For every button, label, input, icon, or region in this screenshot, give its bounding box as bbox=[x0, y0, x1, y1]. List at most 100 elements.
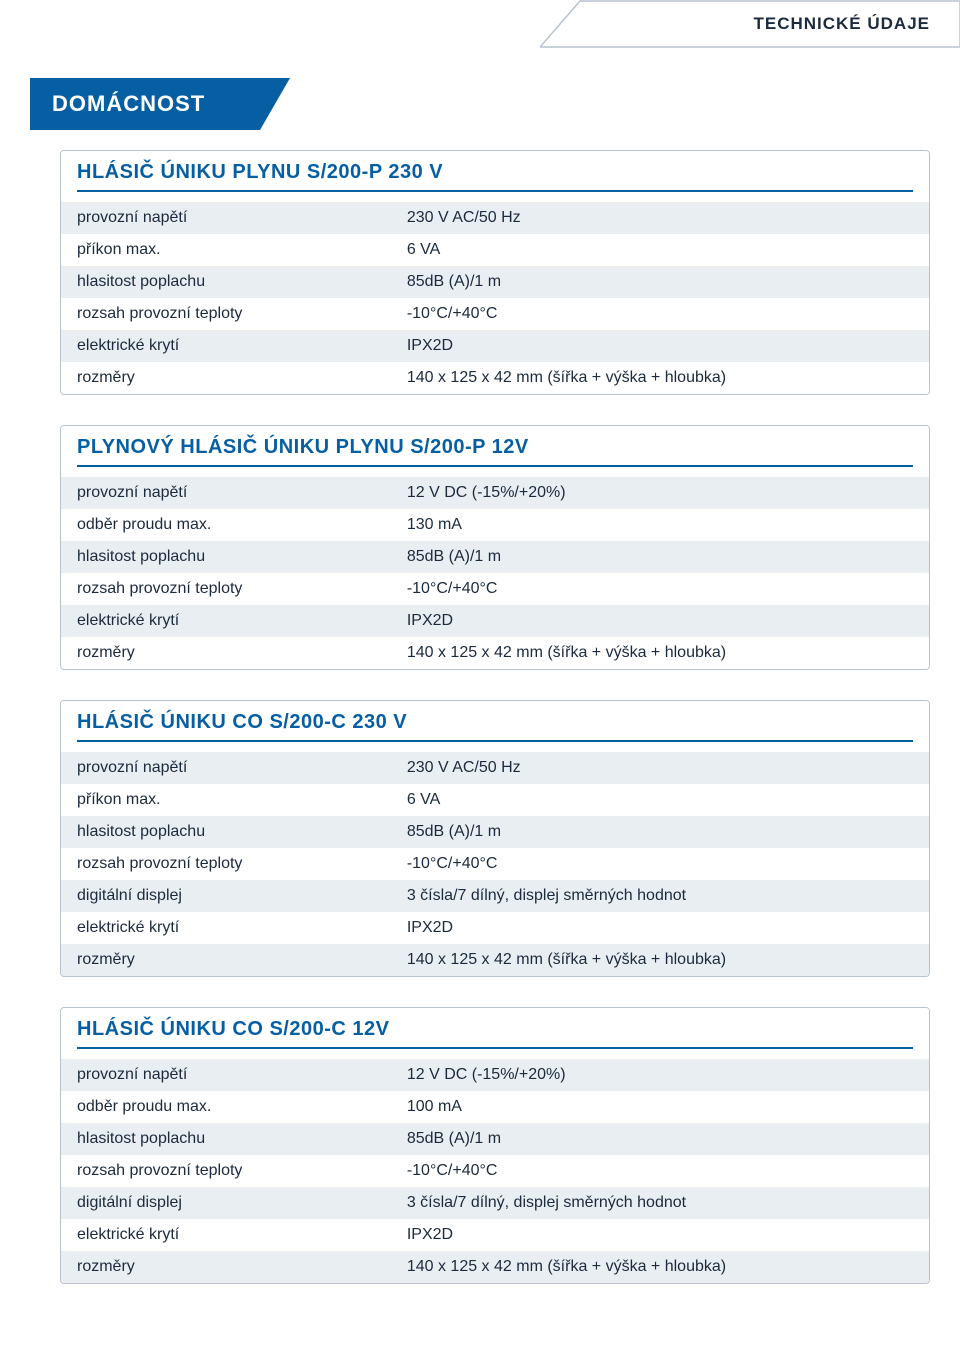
spec-row-label: provozní napětí bbox=[61, 202, 391, 234]
spec-row-label: digitální displej bbox=[61, 880, 391, 912]
spec-table: provozní napětí230 V AC/50 Hzpříkon max.… bbox=[61, 202, 929, 394]
table-row: rozsah provozní teploty-10°C/+40°C bbox=[61, 848, 929, 880]
spec-row-value: IPX2D bbox=[391, 330, 929, 362]
table-row: hlasitost poplachu85dB (A)/1 m bbox=[61, 541, 929, 573]
table-row: elektrické krytíIPX2D bbox=[61, 605, 929, 637]
table-row: příkon max.6 VA bbox=[61, 234, 929, 266]
table-row: digitální displej3 čísla/7 dílný, disple… bbox=[61, 1187, 929, 1219]
table-row: rozměry140 x 125 x 42 mm (šířka + výška … bbox=[61, 637, 929, 669]
spec-row-value: 85dB (A)/1 m bbox=[391, 816, 929, 848]
spec-row-label: příkon max. bbox=[61, 784, 391, 816]
spec-row-label: rozsah provozní teploty bbox=[61, 848, 391, 880]
table-row: hlasitost poplachu85dB (A)/1 m bbox=[61, 1123, 929, 1155]
table-row: rozsah provozní teploty-10°C/+40°C bbox=[61, 573, 929, 605]
spec-row-value: 12 V DC (-15%/+20%) bbox=[391, 1059, 929, 1091]
spec-row-value: -10°C/+40°C bbox=[391, 848, 929, 880]
spec-block-header-rule bbox=[77, 1047, 913, 1049]
spec-table: provozní napětí230 V AC/50 Hzpříkon max.… bbox=[61, 752, 929, 976]
spec-row-value: 140 x 125 x 42 mm (šířka + výška + hloub… bbox=[391, 1251, 929, 1283]
table-row: provozní napětí12 V DC (-15%/+20%) bbox=[61, 477, 929, 509]
spec-row-value: -10°C/+40°C bbox=[391, 1155, 929, 1187]
spec-block-title: HLÁSIČ ÚNIKU CO S/200-C 12V bbox=[77, 1018, 913, 1041]
spec-row-label: rozměry bbox=[61, 944, 391, 976]
table-row: rozměry140 x 125 x 42 mm (šířka + výška … bbox=[61, 944, 929, 976]
spec-row-label: odběr proudu max. bbox=[61, 1091, 391, 1123]
spec-block: HLÁSIČ ÚNIKU CO S/200-C 12V provozní napě… bbox=[60, 1007, 930, 1284]
spec-row-label: odběr proudu max. bbox=[61, 509, 391, 541]
spec-row-value: 85dB (A)/1 m bbox=[391, 266, 929, 298]
spec-block-title: HLÁSIČ ÚNIKU PLYNU S/200-P 230 V bbox=[77, 161, 913, 184]
spec-row-value: 140 x 125 x 42 mm (šířka + výška + hloub… bbox=[391, 362, 929, 394]
spec-row-label: rozsah provozní teploty bbox=[61, 573, 391, 605]
spec-row-label: hlasitost poplachu bbox=[61, 816, 391, 848]
spec-row-label: digitální displej bbox=[61, 1187, 391, 1219]
table-row: elektrické krytíIPX2D bbox=[61, 1219, 929, 1251]
table-row: provozní napětí230 V AC/50 Hz bbox=[61, 202, 929, 234]
spec-block-title: HLÁSIČ ÚNIKU CO S/200-C 230 V bbox=[77, 711, 913, 734]
spec-block-header: PLYNOVÝ HLÁSIČ ÚNIKU PLYNU S/200-P 12V bbox=[61, 426, 929, 477]
spec-row-value: IPX2D bbox=[391, 1219, 929, 1251]
table-row: hlasitost poplachu85dB (A)/1 m bbox=[61, 266, 929, 298]
spec-table: provozní napětí12 V DC (-15%/+20%)odběr … bbox=[61, 477, 929, 669]
spec-row-value: 230 V AC/50 Hz bbox=[391, 202, 929, 234]
table-row: elektrické krytíIPX2D bbox=[61, 330, 929, 362]
spec-row-value: IPX2D bbox=[391, 912, 929, 944]
spec-row-label: elektrické krytí bbox=[61, 912, 391, 944]
spec-row-value: IPX2D bbox=[391, 605, 929, 637]
spec-block-header-rule bbox=[77, 190, 913, 192]
spec-row-value: 85dB (A)/1 m bbox=[391, 541, 929, 573]
spec-row-value: 230 V AC/50 Hz bbox=[391, 752, 929, 784]
page-header-tab-label: TECHNICKÉ ÚDAJE bbox=[753, 14, 930, 34]
spec-row-label: rozměry bbox=[61, 362, 391, 394]
spec-row-label: hlasitost poplachu bbox=[61, 266, 391, 298]
spec-row-label: rozsah provozní teploty bbox=[61, 1155, 391, 1187]
spec-row-value: -10°C/+40°C bbox=[391, 298, 929, 330]
spec-block: PLYNOVÝ HLÁSIČ ÚNIKU PLYNU S/200-P 12V pr… bbox=[60, 425, 930, 670]
spec-row-label: hlasitost poplachu bbox=[61, 541, 391, 573]
table-row: provozní napětí12 V DC (-15%/+20%) bbox=[61, 1059, 929, 1091]
spec-row-value: 6 VA bbox=[391, 784, 929, 816]
spec-row-label: elektrické krytí bbox=[61, 330, 391, 362]
spec-row-value: 140 x 125 x 42 mm (šířka + výška + hloub… bbox=[391, 944, 929, 976]
spec-row-label: příkon max. bbox=[61, 234, 391, 266]
spec-row-value: 6 VA bbox=[391, 234, 929, 266]
spec-block-title: PLYNOVÝ HLÁSIČ ÚNIKU PLYNU S/200-P 12V bbox=[77, 436, 913, 459]
spec-row-value: 12 V DC (-15%/+20%) bbox=[391, 477, 929, 509]
spec-block-header-rule bbox=[77, 740, 913, 742]
table-row: odběr proudu max.130 mA bbox=[61, 509, 929, 541]
spec-row-label: rozměry bbox=[61, 1251, 391, 1283]
spec-row-value: 140 x 125 x 42 mm (šířka + výška + hloub… bbox=[391, 637, 929, 669]
page-header-tab: TECHNICKÉ ÚDAJE bbox=[540, 0, 960, 48]
spec-row-label: rozměry bbox=[61, 637, 391, 669]
spec-row-label: elektrické krytí bbox=[61, 605, 391, 637]
table-row: rozměry140 x 125 x 42 mm (šířka + výška … bbox=[61, 1251, 929, 1283]
table-row: rozměry140 x 125 x 42 mm (šířka + výška … bbox=[61, 362, 929, 394]
spec-row-label: provozní napětí bbox=[61, 477, 391, 509]
spec-block-header: HLÁSIČ ÚNIKU CO S/200-C 230 V bbox=[61, 701, 929, 752]
spec-block-header: HLÁSIČ ÚNIKU PLYNU S/200-P 230 V bbox=[61, 151, 929, 202]
category-flag: DOMÁCNOST bbox=[30, 78, 290, 130]
spec-block-header: HLÁSIČ ÚNIKU CO S/200-C 12V bbox=[61, 1008, 929, 1059]
table-row: rozsah provozní teploty-10°C/+40°C bbox=[61, 1155, 929, 1187]
spec-row-value: 100 mA bbox=[391, 1091, 929, 1123]
spec-block: HLÁSIČ ÚNIKU CO S/200-C 230 V provozní na… bbox=[60, 700, 930, 977]
category-flag-label: DOMÁCNOST bbox=[52, 91, 205, 117]
spec-row-label: provozní napětí bbox=[61, 752, 391, 784]
table-row: hlasitost poplachu85dB (A)/1 m bbox=[61, 816, 929, 848]
spec-row-label: hlasitost poplachu bbox=[61, 1123, 391, 1155]
spec-block: HLÁSIČ ÚNIKU PLYNU S/200-P 230 V provozní… bbox=[60, 150, 930, 395]
table-row: provozní napětí230 V AC/50 Hz bbox=[61, 752, 929, 784]
table-row: rozsah provozní teploty-10°C/+40°C bbox=[61, 298, 929, 330]
spec-row-label: elektrické krytí bbox=[61, 1219, 391, 1251]
spec-row-value: 3 čísla/7 dílný, displej směrných hodnot bbox=[391, 880, 929, 912]
spec-block-header-rule bbox=[77, 465, 913, 467]
spec-row-label: provozní napětí bbox=[61, 1059, 391, 1091]
spec-row-value: 85dB (A)/1 m bbox=[391, 1123, 929, 1155]
table-row: příkon max.6 VA bbox=[61, 784, 929, 816]
spec-blocks: HLÁSIČ ÚNIKU PLYNU S/200-P 230 V provozní… bbox=[60, 150, 930, 1284]
spec-table: provozní napětí12 V DC (-15%/+20%)odběr … bbox=[61, 1059, 929, 1283]
spec-row-value: 130 mA bbox=[391, 509, 929, 541]
table-row: odběr proudu max.100 mA bbox=[61, 1091, 929, 1123]
table-row: digitální displej3 čísla/7 dílný, disple… bbox=[61, 880, 929, 912]
spec-row-label: rozsah provozní teploty bbox=[61, 298, 391, 330]
